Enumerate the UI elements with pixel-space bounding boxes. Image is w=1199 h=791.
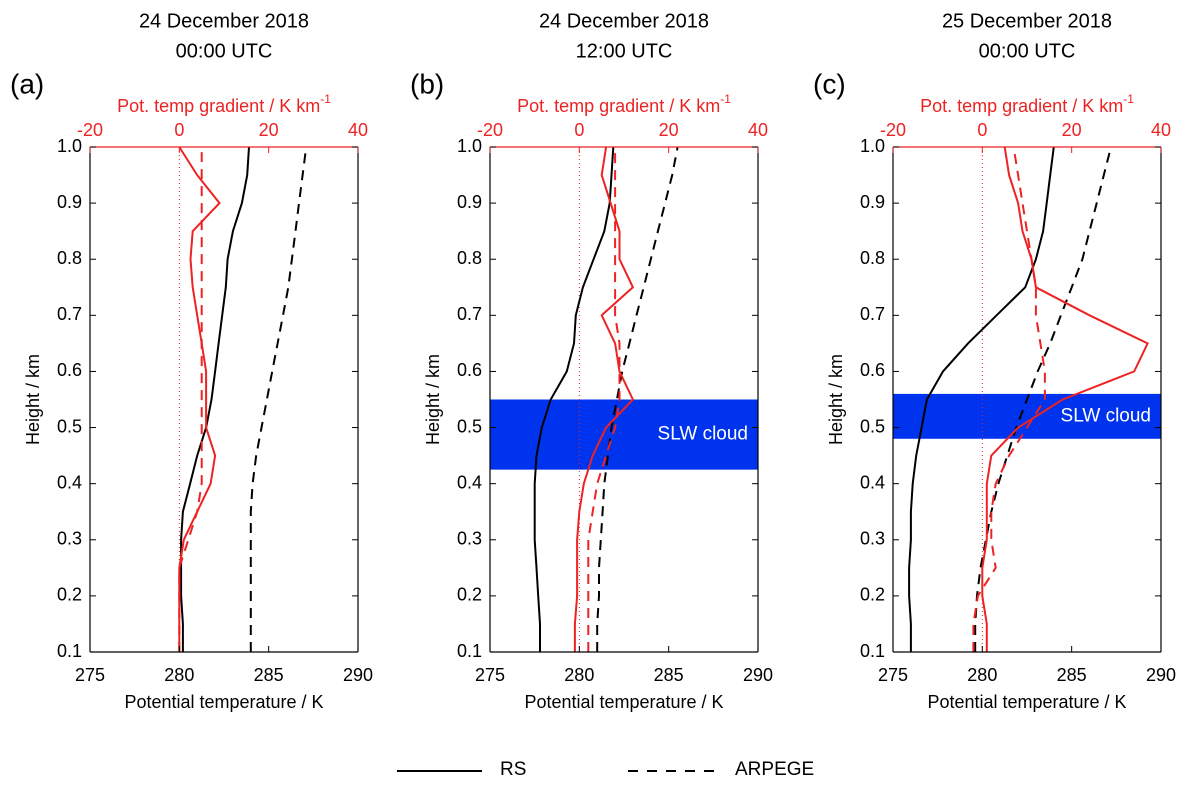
profile-line <box>974 146 1112 652</box>
x2-tick-label: 40 <box>748 120 768 140</box>
y-tick-label: 0.8 <box>57 248 82 268</box>
y-tick-label: 0.5 <box>860 416 885 436</box>
panel-title: 25 December 2018 <box>942 10 1112 32</box>
panel-subtitle: 12:00 UTC <box>576 40 673 62</box>
y-axis-label: Height / km <box>423 354 443 445</box>
y-tick-label: 0.7 <box>57 304 82 324</box>
panel-subtitle: 00:00 UTC <box>979 40 1076 62</box>
profile-line <box>573 146 635 652</box>
legend-label: RS <box>500 759 526 780</box>
panel-label: (b) <box>410 68 444 99</box>
x2-tick-label: 20 <box>659 120 679 140</box>
y-tick-label: 0.4 <box>860 472 885 492</box>
x2-axis-label-sup: -1 <box>720 92 731 106</box>
x2-axis-label: Pot. temp gradient / K km-1 <box>517 92 731 116</box>
x2-tick-label: 0 <box>977 120 987 140</box>
x2-tick-label: 0 <box>574 120 584 140</box>
y-tick-label: 0.6 <box>860 360 885 380</box>
profile-line <box>587 147 621 652</box>
x2-tick-label: 0 <box>174 120 184 140</box>
cloud-label: SLW cloud <box>658 424 748 445</box>
y-tick-label: 0.5 <box>57 416 82 436</box>
x2-tick-label: 20 <box>259 120 279 140</box>
y-tick-label: 0.4 <box>57 472 82 492</box>
y-tick-label: 0.9 <box>457 192 482 212</box>
y-tick-label: 0.9 <box>860 192 885 212</box>
panel-subtitle: 00:00 UTC <box>176 40 273 62</box>
profile-line <box>596 146 679 652</box>
y-tick-label: 0.6 <box>457 360 482 380</box>
x2-tick-label: -20 <box>77 120 103 140</box>
x2-tick-label: -20 <box>477 120 503 140</box>
y-tick-label: 0.2 <box>860 585 885 605</box>
y-tick-label: 0.3 <box>57 529 82 549</box>
profile-line <box>180 146 250 652</box>
x-tick-label: 290 <box>743 665 773 685</box>
y-tick-label: 0.4 <box>457 472 482 492</box>
x2-axis-label: Pot. temp gradient / K km-1 <box>117 92 331 116</box>
profile-line <box>178 146 221 652</box>
y-tick-label: 0.2 <box>457 585 482 605</box>
x-tick-label: 275 <box>75 665 105 685</box>
x-tick-label: 275 <box>475 665 505 685</box>
profile-line <box>908 146 1055 652</box>
panel-title: 24 December 2018 <box>139 10 309 32</box>
cloud-label: SLW cloud <box>1061 405 1151 426</box>
x-axis-label: Potential temperature / K <box>124 692 323 712</box>
y-tick-label: 1.0 <box>860 136 885 156</box>
y-tick-label: 0.1 <box>57 641 82 661</box>
y-tick-label: 0.1 <box>860 641 885 661</box>
x2-axis-label-sup: -1 <box>320 92 331 106</box>
y-tick-label: 0.9 <box>57 192 82 212</box>
profile-line <box>972 146 1046 652</box>
y-tick-label: 0.2 <box>57 585 82 605</box>
x-tick-label: 275 <box>878 665 908 685</box>
x-tick-label: 280 <box>164 665 194 685</box>
y-axis-label: Height / km <box>826 354 846 445</box>
y-axis-label: Height / km <box>23 354 43 445</box>
x-axis-label: Potential temperature / K <box>524 692 723 712</box>
y-tick-label: 0.7 <box>860 304 885 324</box>
y-tick-label: 0.5 <box>457 416 482 436</box>
profile-line <box>249 146 308 652</box>
x2-tick-label: 40 <box>348 120 368 140</box>
y-tick-label: 0.7 <box>457 304 482 324</box>
x2-axis-label-sup: -1 <box>1123 92 1134 106</box>
x2-axis-label: Pot. temp gradient / K km-1 <box>920 92 1134 116</box>
y-tick-label: 0.8 <box>860 248 885 268</box>
cloud-band <box>490 399 758 470</box>
profile-line <box>981 146 1149 652</box>
x-tick-label: 280 <box>967 665 997 685</box>
x2-tick-label: -20 <box>880 120 906 140</box>
x-tick-label: 285 <box>254 665 284 685</box>
x-tick-label: 285 <box>1057 665 1087 685</box>
profile-line <box>178 147 203 652</box>
x-tick-label: 285 <box>654 665 684 685</box>
x2-axis-label-main: Pot. temp gradient / K km <box>920 96 1123 116</box>
y-tick-label: 0.1 <box>457 641 482 661</box>
legend-label: ARPEGE <box>735 759 814 780</box>
panel-title: 24 December 2018 <box>539 10 709 32</box>
x2-tick-label: 20 <box>1062 120 1082 140</box>
y-tick-label: 1.0 <box>457 136 482 156</box>
x-tick-label: 280 <box>564 665 594 685</box>
y-tick-label: 0.3 <box>457 529 482 549</box>
x2-axis-label-main: Pot. temp gradient / K km <box>517 96 720 116</box>
x-axis-label: Potential temperature / K <box>927 692 1126 712</box>
x-tick-label: 290 <box>1146 665 1176 685</box>
panel-label: (c) <box>813 68 846 99</box>
x2-tick-label: 40 <box>1151 120 1171 140</box>
panel-label: (a) <box>10 68 44 99</box>
x2-axis-label-main: Pot. temp gradient / K km <box>117 96 320 116</box>
y-tick-label: 0.8 <box>457 248 482 268</box>
profile-line <box>533 146 615 652</box>
y-tick-label: 1.0 <box>57 136 82 156</box>
x-tick-label: 290 <box>343 665 373 685</box>
y-tick-label: 0.6 <box>57 360 82 380</box>
y-tick-label: 0.3 <box>860 529 885 549</box>
